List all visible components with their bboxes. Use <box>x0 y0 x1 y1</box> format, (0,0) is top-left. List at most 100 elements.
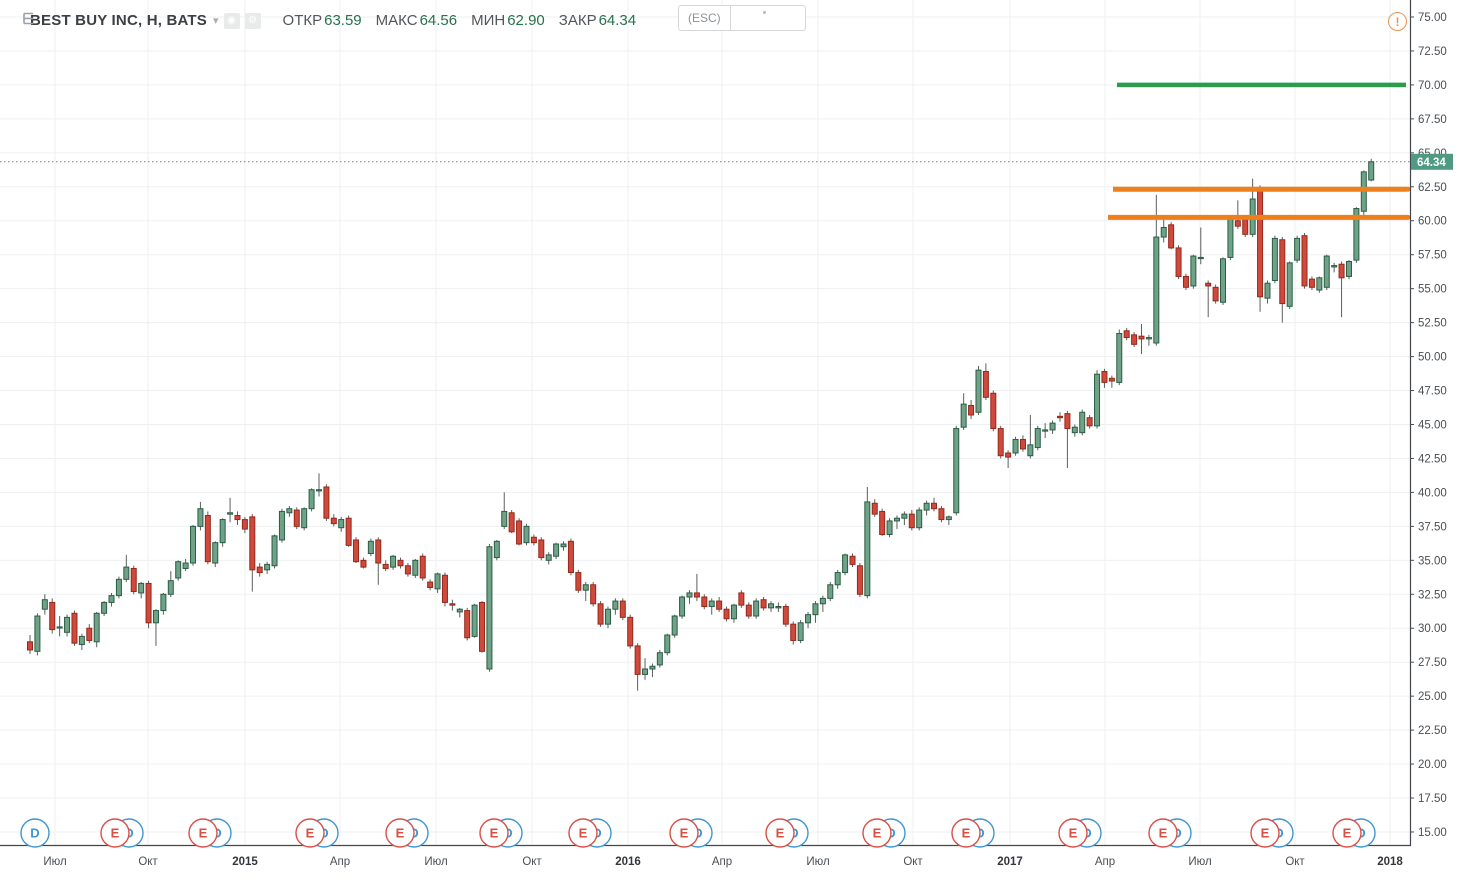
candle-up <box>1294 237 1301 261</box>
candle-up <box>1331 265 1338 268</box>
candle-down <box>931 502 938 510</box>
candle-up <box>227 512 234 515</box>
esc-tooltip: (ESC) <box>678 5 806 31</box>
candle-up <box>197 508 204 527</box>
candle-up <box>604 608 611 625</box>
alert-info-icon[interactable]: ! <box>1388 12 1407 31</box>
earnings-badge[interactable] <box>1148 818 1178 848</box>
candle-down <box>597 603 604 625</box>
candle-down <box>782 606 789 625</box>
chart-settings-button[interactable]: ⚙ <box>244 12 261 29</box>
candle-up <box>893 517 900 522</box>
candle-up <box>960 403 967 428</box>
candle-up <box>115 578 122 597</box>
candle-down <box>590 584 597 605</box>
candle-down <box>990 392 997 430</box>
price-axis-label: 17.50 <box>1418 793 1447 805</box>
earnings-badge[interactable] <box>1058 818 1088 848</box>
earnings-badge[interactable] <box>188 818 218 848</box>
candle-up <box>367 540 374 555</box>
price-axis-label: 70.00 <box>1418 80 1447 92</box>
candle-down <box>27 641 33 651</box>
price-axis-label: 72.50 <box>1418 46 1447 58</box>
earnings-badge[interactable] <box>385 818 415 848</box>
candle-up <box>160 593 167 612</box>
earnings-badge[interactable] <box>1332 818 1362 848</box>
candle-down <box>293 509 300 527</box>
toggle-visibility-button[interactable]: ◉ <box>223 12 240 29</box>
earnings-badge[interactable] <box>862 818 892 848</box>
candle-up <box>493 540 500 559</box>
candle-up <box>1227 217 1234 258</box>
candle-up <box>1042 429 1049 432</box>
chart-legend: BEST BUY INC, H, BATS ▾ ◉ ⚙ ОТКР 63.59 МА… <box>22 12 650 29</box>
candle-up <box>953 428 960 514</box>
candle-down <box>427 581 434 588</box>
candle-up <box>945 516 952 521</box>
earnings-badge-label: E <box>396 826 405 841</box>
dividend-badge[interactable] <box>20 818 50 848</box>
candle-up <box>1368 161 1375 181</box>
candle-up <box>93 612 100 643</box>
price-axis-label: 25.00 <box>1418 691 1447 703</box>
chevron-down-icon[interactable]: ▾ <box>213 15 219 27</box>
price-axis-label: 45.00 <box>1418 419 1447 431</box>
earnings-badge[interactable] <box>765 818 795 848</box>
candle-up <box>523 525 530 544</box>
time-axis-label: Окт <box>1285 856 1305 868</box>
candle-down <box>693 592 700 598</box>
open-value: 63.59 <box>324 12 362 29</box>
earnings-badge[interactable] <box>568 818 598 848</box>
earnings-badge[interactable] <box>479 818 509 848</box>
price-axis-label: 42.50 <box>1418 453 1447 465</box>
candle-up <box>582 584 589 591</box>
earnings-badge[interactable] <box>951 818 981 848</box>
candle-down <box>1056 415 1063 419</box>
earnings-badge[interactable] <box>295 818 325 848</box>
symbol-title[interactable]: BEST BUY INC, H, BATS <box>30 12 207 29</box>
candle-down <box>1308 278 1315 288</box>
current-price-badge-label: 64.34 <box>1417 157 1446 169</box>
candle-up <box>1190 255 1197 287</box>
candle-up <box>805 614 812 624</box>
time-axis-label: Июл <box>806 856 829 868</box>
candle-up <box>923 502 930 511</box>
candle-up <box>101 601 108 614</box>
candle-up <box>1271 237 1278 282</box>
high-label: МАКС <box>375 12 418 29</box>
candle-up <box>1049 422 1056 431</box>
candle-up <box>708 600 715 608</box>
candle-up <box>1323 255 1330 288</box>
candle-down <box>716 600 723 610</box>
candle-up <box>975 369 982 413</box>
price-axis-label: 52.50 <box>1418 318 1447 330</box>
candle-up <box>434 573 441 590</box>
candle-down <box>997 428 1004 457</box>
candle-down <box>449 603 456 606</box>
candle-down <box>968 404 975 416</box>
earnings-badge[interactable] <box>1250 818 1280 848</box>
candle-up <box>775 606 782 609</box>
candle-up <box>412 559 419 576</box>
candle-up <box>1197 256 1204 260</box>
close-value: 64.34 <box>598 12 637 29</box>
high-value: 64.56 <box>419 12 458 29</box>
earnings-badge-label: E <box>1343 826 1352 841</box>
candle-down <box>1182 275 1189 288</box>
time-axis-label: Окт <box>903 856 923 868</box>
candle-up <box>167 580 174 595</box>
candle-down <box>360 559 367 568</box>
candle-up <box>1220 258 1227 303</box>
candle-up <box>1153 236 1160 344</box>
candle-down <box>441 574 448 603</box>
earnings-badge[interactable] <box>669 818 699 848</box>
candle-up <box>560 543 567 548</box>
earnings-badge[interactable] <box>100 818 130 848</box>
candle-up <box>649 665 656 670</box>
candle-up <box>656 652 663 666</box>
candle-down <box>738 592 745 606</box>
candle-up <box>1116 332 1123 383</box>
candle-up <box>1160 227 1167 238</box>
candle-up <box>338 519 345 529</box>
candle-down <box>575 572 582 591</box>
